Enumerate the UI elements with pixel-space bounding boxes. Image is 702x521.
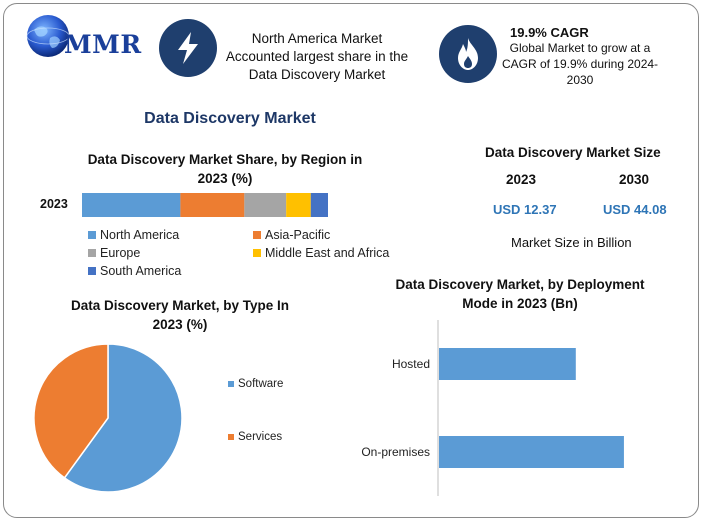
legend-item-middle-east-and-africa: Middle East and Africa xyxy=(253,246,389,260)
region-bar-category-label: 2023 xyxy=(40,197,68,211)
legend-item-europe: Europe xyxy=(88,246,140,260)
region-chart-title-line1: Data Discovery Market Share, by Region i… xyxy=(87,152,363,167)
legend-swatch xyxy=(253,249,261,257)
flame-icon xyxy=(439,25,497,83)
deployment-chart-title: Data Discovery Market, by Deployment Mod… xyxy=(380,275,660,313)
header-info2-line1: Global Market to grow at a xyxy=(509,41,651,55)
legend-swatch xyxy=(253,231,261,239)
deployment-bar-on-premises xyxy=(439,436,624,468)
main-title: Data Discovery Market xyxy=(144,110,316,127)
region-bar-segment-middle-east-and-africa xyxy=(286,193,311,217)
header-info1-line1: North America Market xyxy=(251,31,383,46)
type-chart-title-line1: Data Discovery Market, by Type In xyxy=(70,298,290,313)
market-size-year-2023: 2023 xyxy=(506,172,537,187)
market-size-year-2030: 2030 xyxy=(619,172,650,187)
deployment-bar-chart: Hosted On-premises xyxy=(361,320,624,496)
deployment-category-label-hosted: Hosted xyxy=(392,357,430,371)
type-pie-legend: Software Services xyxy=(228,378,318,450)
header-info-cagr: Global Market to grow at a CAGR of 19.9%… xyxy=(500,40,660,88)
region-bar-segment-europe xyxy=(244,193,287,217)
market-size-title: Data Discovery Market Size xyxy=(485,145,661,160)
deployment-chart-title-line2: Mode in 2023 (Bn) xyxy=(462,296,578,311)
type-chart-title-line2: 2023 (%) xyxy=(152,317,208,332)
region-bar-segment-asia-pacific xyxy=(180,193,245,217)
deployment-bar-hosted xyxy=(439,348,576,380)
header-info1-line2: Accounted largest share in the xyxy=(225,49,409,64)
legend-label: South America xyxy=(100,264,182,278)
region-chart-title-line2: 2023 (%) xyxy=(197,171,253,186)
legend-item-asia-pacific: Asia-Pacific xyxy=(253,228,330,242)
legend-item-north-america: North America xyxy=(88,228,179,242)
pie-legend-item-software: Software xyxy=(228,378,283,390)
pie-slice-services xyxy=(33,343,109,479)
deployment-category-label-on-premises: On-premises xyxy=(361,445,430,459)
legend-label: Middle East and Africa xyxy=(265,246,390,260)
legend-label: Services xyxy=(238,431,283,443)
legend-swatch xyxy=(88,267,96,275)
header-info1-line3: Data Discovery Market xyxy=(248,67,386,82)
region-bar-segment-south-america xyxy=(310,193,328,217)
legend-item-south-america: South America xyxy=(88,264,181,278)
header-info-north-america: North America Market Accounted largest s… xyxy=(222,30,412,84)
legend-swatch xyxy=(228,434,234,440)
legend-label: North America xyxy=(100,228,180,242)
market-size-unit-note: Market Size in Billion xyxy=(511,235,632,250)
legend-swatch xyxy=(88,249,96,257)
legend-swatch xyxy=(228,381,234,387)
legend-label: Software xyxy=(238,378,284,390)
header-info2-line3: 2030 xyxy=(566,73,594,87)
region-chart-title: Data Discovery Market Share, by Region i… xyxy=(70,150,380,188)
cagr-title: 19.9% CAGR xyxy=(510,25,589,40)
pie-legend-item-services: Services xyxy=(228,431,282,443)
legend-swatch xyxy=(88,231,96,239)
brand-logo-text: MMR xyxy=(64,30,142,59)
globe-logo-icon xyxy=(26,15,70,57)
header-info2-line2: CAGR of 19.9% during 2024- xyxy=(501,57,659,71)
market-size-value-2030: USD 44.08 xyxy=(603,202,667,217)
deployment-chart-title-line1: Data Discovery Market, by Deployment xyxy=(395,277,645,292)
market-size-value-2023: USD 12.37 xyxy=(493,202,557,217)
legend-label: Asia-Pacific xyxy=(265,228,331,242)
region-stacked-bar xyxy=(82,193,328,217)
type-chart-title: Data Discovery Market, by Type In 2023 (… xyxy=(60,296,300,334)
legend-label: Europe xyxy=(100,246,141,260)
region-legend: North America Asia-Pacific Europe Middle Ea… xyxy=(88,228,408,283)
type-pie-chart xyxy=(33,343,183,493)
lightning-icon xyxy=(159,19,217,77)
region-bar-segment-north-america xyxy=(82,193,181,217)
pie-slice-software xyxy=(63,343,183,493)
